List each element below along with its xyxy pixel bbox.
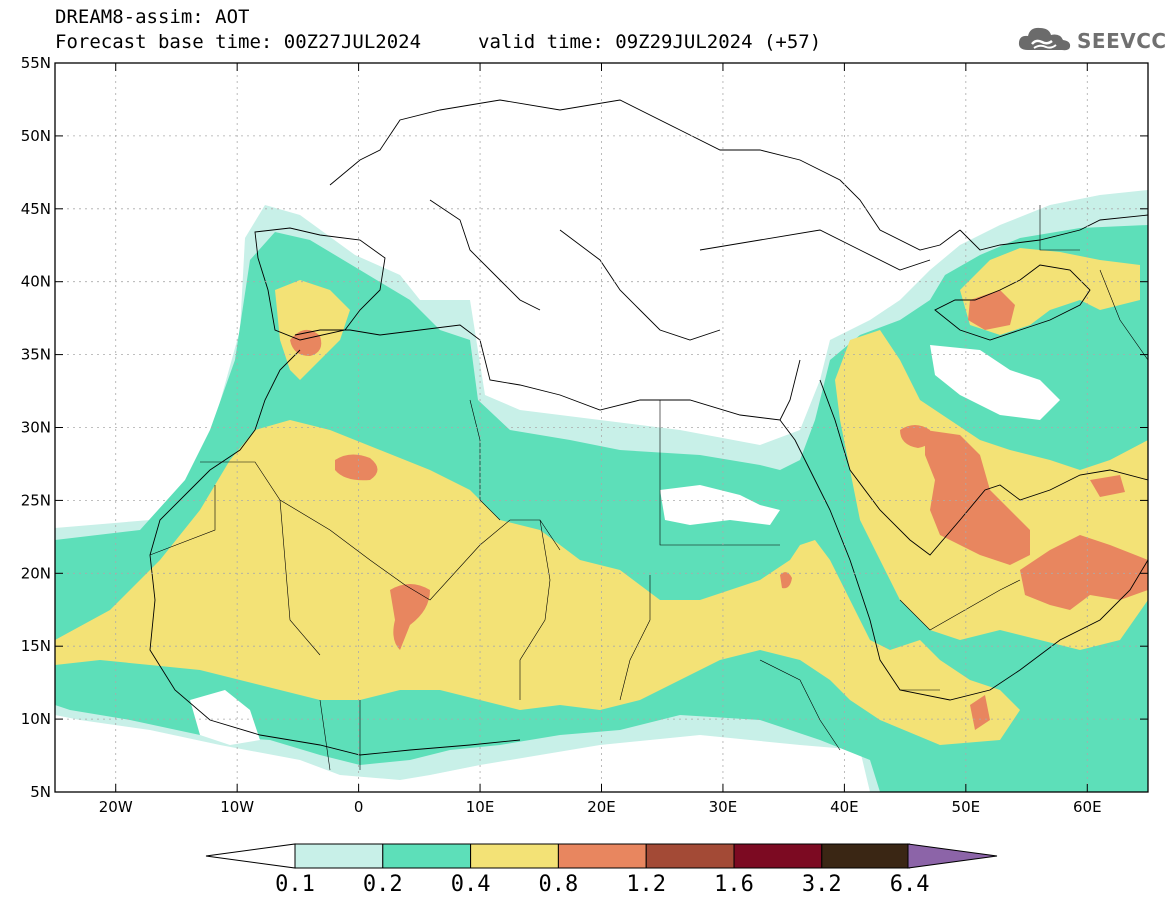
lat-tick-label: 25N (21, 491, 51, 509)
base-time: Forecast base time: 00Z27JUL2024 (55, 31, 422, 53)
lon-tick-label: 50E (952, 798, 981, 816)
lat-tick-label: 45N (21, 200, 51, 218)
lat-tick-label: 55N (21, 54, 51, 72)
colorbar-label: 0.8 (538, 872, 579, 897)
lat-tick-label: 5N (30, 783, 51, 801)
axis-ticks (55, 62, 1148, 793)
lon-tick-label: 30E (709, 798, 738, 816)
lat-axis-labels: 55N 50N 45N 40N 35N 30N 25N 20N 15N 10N 5N (21, 54, 51, 801)
colorbar-cell (821, 843, 911, 869)
lon-axis-labels: 20W 10W 0 10E 20E 30E 40E 50E 60E (99, 798, 1102, 816)
colorbar-label: 6.4 (889, 872, 930, 897)
colorbar-cell (294, 843, 384, 869)
colorbar-label: 1.6 (714, 872, 754, 897)
colorbar-max-arrow (907, 843, 998, 869)
lon-tick-label: 10W (220, 798, 254, 816)
lon-tick-label: 20E (587, 798, 616, 816)
colorbar-cell (382, 843, 472, 869)
lat-tick-label: 50N (21, 127, 51, 145)
valid-time: valid time: 09Z29JUL2024 (+57) (478, 31, 822, 53)
grid-lines (55, 63, 1148, 792)
lon-tick-label: 0 (354, 798, 364, 816)
clean-air-hole (190, 690, 260, 745)
aot-contour-0.4 (275, 280, 350, 380)
lon-tick-label: 10E (466, 798, 495, 816)
cloud-icon (1018, 27, 1071, 51)
coastlines (149, 99, 1148, 756)
colorbar-cell (733, 843, 823, 869)
colorbar-label: 0.1 (275, 872, 315, 897)
colorbar-cell (557, 843, 647, 869)
colorbar-label: 0.4 (450, 872, 491, 897)
colorbar-label: 1.2 (626, 872, 667, 897)
aot-contour-0.4 (55, 420, 1020, 745)
lon-tick-label: 20W (99, 798, 133, 816)
logo-text: SEEVCCC (1077, 29, 1165, 53)
clean-air-hole (930, 345, 1060, 420)
colorbar (205, 843, 998, 869)
colorbar-cell (470, 843, 559, 869)
aot-contour-0.8 (290, 290, 1148, 730)
lat-tick-label: 40N (21, 273, 51, 291)
lat-tick-label: 20N (21, 564, 51, 582)
lat-tick-label: 30N (21, 419, 51, 437)
lat-tick-label: 10N (21, 710, 51, 728)
clean-air-hole (660, 485, 780, 525)
country-borders (149, 205, 1148, 771)
lon-tick-label: 60E (1073, 798, 1102, 816)
colorbar-min-arrow (205, 843, 296, 869)
seevccc-logo: SEEVCCC (1016, 24, 1165, 54)
map-title: DREAM8-assim: AOT (55, 6, 250, 28)
lon-tick-label: 40E (830, 798, 859, 816)
colorbar-label: 0.2 (362, 872, 403, 897)
lat-tick-label: 15N (21, 637, 51, 655)
colorbar-label: 3.2 (801, 872, 842, 897)
colorbar-cell (645, 843, 735, 869)
lat-tick-label: 35N (21, 346, 51, 364)
